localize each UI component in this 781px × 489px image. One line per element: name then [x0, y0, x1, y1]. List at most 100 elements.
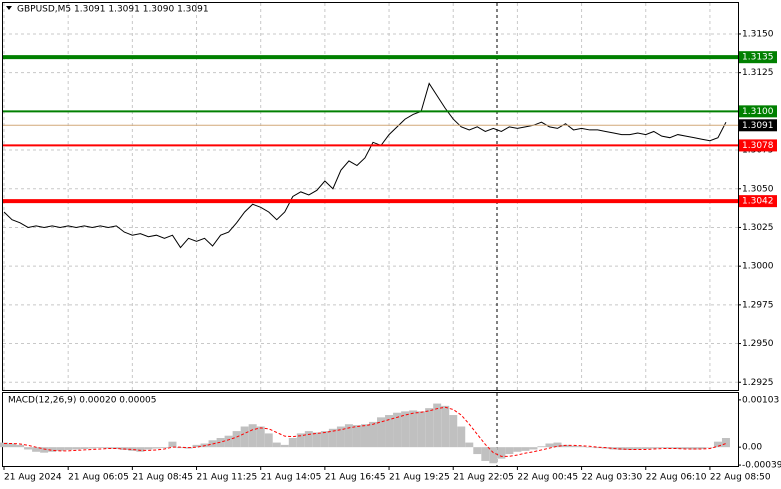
level-label: 1.3135	[742, 53, 774, 63]
macd-bar	[72, 447, 81, 450]
macd-bar	[160, 447, 169, 449]
y-tick-label: 1.2925	[742, 378, 774, 388]
macd-bar	[144, 447, 153, 450]
macd-bar	[80, 447, 89, 450]
macd-bar	[673, 447, 682, 450]
macd-bar	[697, 447, 706, 450]
macd-bar	[433, 403, 442, 448]
macd-bar	[721, 437, 730, 448]
macd-bar	[344, 424, 353, 448]
macd-bar	[457, 426, 466, 448]
macd-bar	[521, 447, 530, 451]
level-label-box	[739, 139, 777, 152]
macd-bar	[104, 447, 113, 449]
dropdown-icon	[6, 6, 12, 10]
macd-bar	[497, 447, 506, 459]
macd-bar	[40, 447, 49, 453]
macd-bar	[248, 424, 257, 448]
x-tick-label: 21 Aug 08:45	[132, 473, 193, 483]
y-tick-label: 1.3050	[742, 184, 774, 194]
macd-bar	[152, 447, 161, 449]
macd-bar	[545, 443, 554, 448]
macd-bar	[224, 435, 233, 448]
y-tick-label: 0.00	[742, 443, 762, 453]
macd-bar	[136, 447, 145, 452]
level-label: 1.3078	[742, 141, 774, 151]
x-tick-label: 22 Aug 08:50	[710, 473, 771, 483]
macd-bar	[216, 437, 225, 448]
macd-bar	[505, 447, 514, 455]
macd-bar	[585, 447, 594, 448]
macd-bar	[649, 447, 658, 449]
macd-bar	[192, 444, 201, 448]
macd-bar	[264, 433, 273, 448]
macd-bar	[240, 426, 249, 448]
x-tick-label: 21 Aug 16:45	[325, 473, 386, 483]
price-line	[3, 82, 727, 249]
macd-bar	[280, 444, 289, 448]
macd-bar	[577, 446, 586, 448]
macd-bar	[529, 447, 538, 450]
macd-bar	[360, 424, 369, 448]
level-label-box	[739, 105, 777, 118]
y-tick-label: 1.2975	[742, 300, 774, 310]
macd-bar	[16, 444, 25, 448]
macd-bar	[24, 447, 33, 450]
level-label-box	[739, 119, 777, 132]
macd-bar	[441, 405, 450, 448]
macd-bar	[625, 447, 634, 450]
macd-bar	[377, 417, 386, 448]
macd-bar	[481, 447, 490, 461]
macd-bar	[312, 432, 321, 448]
macd-bar	[88, 447, 97, 449]
macd-bar	[352, 425, 361, 448]
signal-line	[4, 406, 727, 457]
macd-bar	[272, 442, 281, 448]
macd-bar	[32, 447, 41, 452]
macd-bar	[489, 447, 498, 464]
macd-bar	[56, 447, 65, 451]
y-tick-label: 0.00103	[742, 395, 779, 405]
macd-bar	[369, 421, 378, 448]
level-label: 1.3042	[742, 197, 774, 207]
x-tick-label: 21 Aug 2024	[4, 473, 62, 483]
macd-bar	[689, 447, 698, 450]
macd-bar	[425, 408, 434, 448]
macd-bar	[128, 447, 137, 451]
macd-bar	[617, 447, 626, 450]
x-tick-label: 22 Aug 00:45	[517, 473, 578, 483]
macd-bar	[304, 431, 313, 448]
macd-bar	[417, 411, 426, 448]
y-tick-label: 1.3150	[742, 29, 774, 39]
macd-bar	[465, 442, 474, 448]
macd-bar	[593, 447, 602, 449]
macd-bar	[537, 446, 546, 448]
macd-bar	[409, 410, 418, 448]
macd-bar	[48, 447, 57, 452]
y-tick-label: 1.3125	[742, 68, 774, 78]
macd-bar	[569, 445, 578, 448]
macd-bar	[64, 447, 73, 450]
macd-bar	[0, 442, 9, 448]
macd-bar	[232, 431, 241, 448]
macd-bar	[393, 412, 402, 448]
level-label: 1.3100	[742, 107, 774, 117]
macd-bar	[288, 437, 297, 448]
macd-bar	[320, 431, 329, 448]
x-tick-label: 21 Aug 14:05	[261, 473, 322, 483]
macd-bar	[513, 447, 522, 452]
macd-bar	[657, 447, 666, 449]
macd-bar	[336, 426, 345, 448]
y-tick-label: 1.2950	[742, 339, 774, 349]
x-tick-label: 21 Aug 06:05	[68, 473, 129, 483]
macd-bar	[96, 447, 105, 449]
macd-bar	[641, 447, 650, 450]
macd-bar	[112, 447, 121, 450]
macd-bar	[633, 447, 642, 450]
x-tick-label: 21 Aug 11:25	[197, 473, 258, 483]
macd-bar	[681, 447, 690, 450]
macd-bar	[8, 443, 17, 448]
level-label-box	[739, 51, 777, 64]
